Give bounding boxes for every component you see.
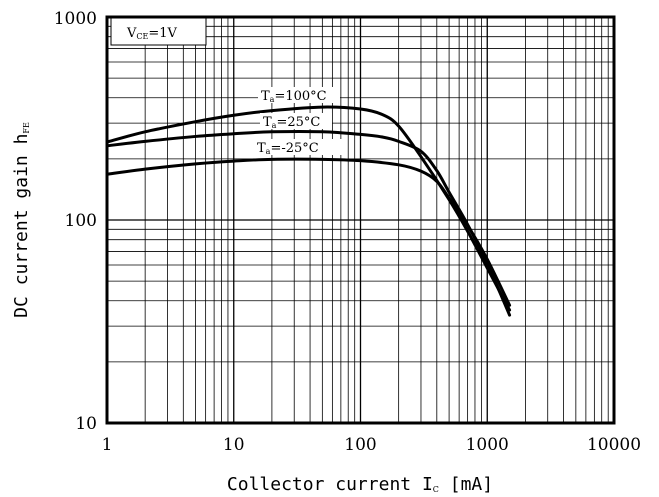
condition-label-main: V: [126, 26, 137, 41]
series-label-25c-text: Ta=25°C: [263, 115, 320, 130]
series-label-100c-background: [258, 87, 340, 103]
x-tick-label: 100: [344, 435, 376, 455]
x-tick-label: 1000: [466, 435, 509, 455]
condition-label-subscript: CE: [136, 32, 148, 41]
series-label-100c: Ta=100°C: [258, 87, 340, 104]
y-tick-label: 1000: [54, 9, 97, 29]
x-tick-label: 1: [102, 435, 113, 455]
series-label-minus25c-background: [254, 139, 344, 155]
condition-box: VCE=1V: [110, 17, 207, 46]
x-axis-title: Collector current IC [mA]: [227, 474, 493, 495]
x-tick-label: 10: [223, 435, 245, 455]
series-label-minus25c-text: Ta=-25°C: [257, 141, 319, 156]
y-tick-label: 100: [65, 211, 97, 231]
series-line-minus25c: [105, 157, 512, 307]
x-tick-label: 10000: [587, 435, 641, 455]
series-labels: Ta=100°C Ta=25°C Ta=-25°C: [254, 87, 344, 156]
y-tick-labels: 10 100 1000: [54, 9, 97, 434]
condition-label: VCE=1V: [126, 26, 178, 41]
plot-frame: [105, 15, 616, 425]
grid: [107, 17, 614, 423]
condition-box-background: [110, 17, 207, 46]
series-label-minus25c: Ta=-25°C: [254, 139, 344, 156]
series-label-100c-text: Ta=100°C: [261, 89, 327, 104]
x-tick-labels: 1 10 100 1000 10000: [102, 435, 641, 455]
y-tick-label: 10: [75, 414, 97, 434]
series-lines: [105, 105, 512, 317]
series-label-25c: Ta=25°C: [260, 113, 332, 130]
series-line-100c: [105, 105, 512, 312]
condition-label-value: =1V: [148, 26, 177, 41]
series-label-25c-background: [260, 113, 332, 129]
y-axis-title: DC current gain hFE: [11, 122, 32, 318]
